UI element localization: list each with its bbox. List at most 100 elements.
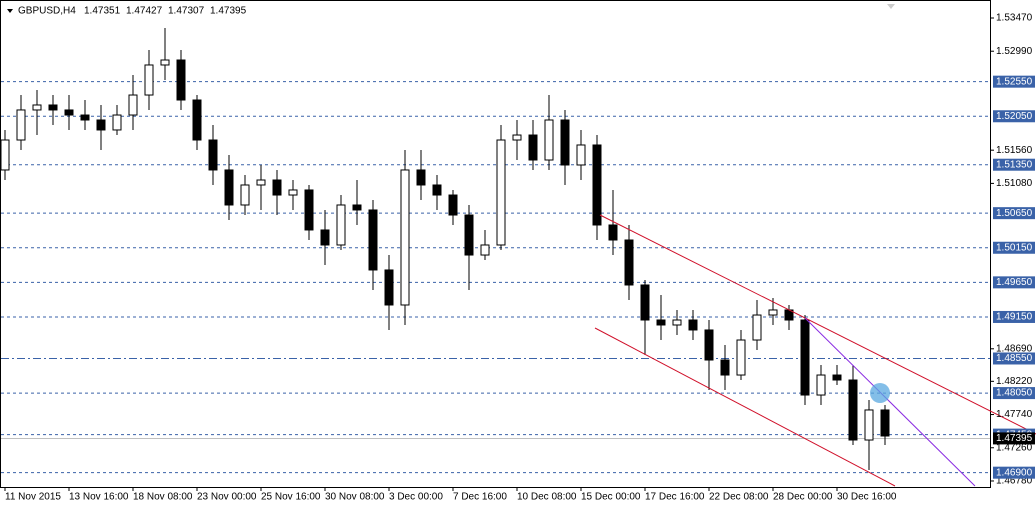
x-tick-label: 3 Dec 00:00 (389, 492, 443, 503)
y-tick-label: 1.52990 (996, 46, 1033, 57)
scroll-marker (887, 4, 895, 9)
level-box (993, 110, 1035, 123)
level-label: 1.52050 (996, 111, 1033, 122)
candle-body (272, 179, 282, 196)
level-label: 1.48050 (996, 388, 1033, 399)
candle-body (304, 189, 314, 231)
candle-body (544, 119, 554, 161)
level-label: 1.51350 (996, 159, 1033, 170)
candle-body (144, 64, 154, 96)
candle-body (160, 59, 170, 66)
candle-body (720, 359, 730, 376)
channel-lower (594, 327, 896, 487)
candle-body (704, 329, 714, 361)
x-tick-label: 15 Dec 00:00 (581, 492, 641, 503)
candle-body (192, 99, 202, 141)
level-box (993, 158, 1035, 171)
candle-body (384, 269, 394, 306)
candle-body (0, 139, 10, 171)
candle-body (32, 104, 42, 111)
candle-body (448, 194, 458, 216)
x-tick-label: 28 Dec 00:00 (773, 492, 833, 503)
header-open: 1.47351 (84, 6, 121, 17)
candle-body (128, 94, 138, 116)
level-label: 1.52550 (996, 76, 1033, 87)
candle-body (240, 184, 250, 206)
candle-body (16, 109, 26, 141)
x-tick-label: 25 Nov 16:00 (261, 492, 321, 503)
y-tick-label: 1.51080 (996, 178, 1033, 189)
candle-body (352, 204, 362, 211)
level-box (993, 276, 1035, 289)
candle-body (256, 179, 266, 186)
plot (0, 27, 990, 474)
y-tick-label: 1.48690 (996, 343, 1033, 354)
candle-body (208, 139, 218, 171)
level-box (993, 310, 1035, 323)
highlight-circle (870, 383, 890, 403)
level-box (993, 387, 1035, 400)
level-box (993, 207, 1035, 220)
candle-body (864, 409, 874, 441)
candle-body (832, 374, 842, 381)
level-box (993, 241, 1035, 254)
candle-body (560, 119, 570, 166)
level-box (993, 466, 1035, 479)
x-tick-label: 13 Nov 16:00 (69, 492, 129, 503)
candle-body (416, 169, 426, 186)
x-tick-label: 30 Nov 08:00 (325, 492, 385, 503)
x-tick-label: 18 Nov 08:00 (133, 492, 193, 503)
candle-body (432, 184, 442, 196)
candle-body (320, 229, 330, 246)
candle-body (64, 109, 74, 116)
y-tick-label: 1.53470 (996, 13, 1033, 24)
x-tick-label: 22 Dec 08:00 (709, 492, 769, 503)
candle-body (576, 144, 586, 166)
channel-upper (599, 214, 1036, 435)
header-low: 1.47307 (168, 6, 205, 17)
candle-body (480, 244, 490, 256)
candle-body (608, 224, 618, 241)
candle-body (176, 59, 186, 101)
last-price-label: 1.47395 (996, 433, 1033, 444)
candle-body (112, 114, 122, 131)
y-tick-label: 1.51560 (996, 145, 1033, 156)
candle-body (752, 314, 762, 341)
level-label: 1.49150 (996, 312, 1033, 323)
candle-body (592, 144, 602, 226)
header-close: 1.47395 (210, 6, 247, 17)
x-tick-label: 23 Nov 00:00 (197, 492, 257, 503)
candle-body (848, 379, 858, 441)
candle-body (224, 169, 234, 206)
candle-body (368, 209, 378, 271)
candle-body (688, 319, 698, 331)
x-tick-label: 17 Dec 16:00 (645, 492, 705, 503)
level-label: 1.50150 (996, 242, 1033, 253)
y-tick-label: 1.47260 (996, 442, 1033, 453)
header-high: 1.47427 (126, 6, 163, 17)
candle-body (800, 319, 810, 396)
candle-body (640, 284, 650, 321)
menu-arrow[interactable] (7, 9, 13, 13)
level-label: 1.46900 (996, 467, 1033, 478)
candle-body (528, 134, 538, 161)
candle-body (672, 319, 682, 326)
candle-body (880, 409, 890, 437)
level-box (993, 75, 1035, 88)
candle-body (288, 189, 298, 196)
symbol: GBPUSD,H4 (18, 6, 76, 17)
trend-line (804, 317, 976, 487)
candle-body (96, 119, 106, 131)
level-label: 1.50650 (996, 208, 1033, 219)
last-price-box (993, 432, 1035, 445)
x-tick-label: 11 Nov 2015 (5, 492, 61, 503)
y-tick-label: 1.46780 (996, 476, 1033, 487)
level-box (993, 352, 1035, 365)
candle-body (336, 204, 346, 246)
candle-body (512, 134, 522, 141)
candle-body (816, 374, 826, 396)
candle-body (768, 309, 778, 316)
candle-body (48, 104, 58, 111)
level-label: 1.48550 (996, 353, 1033, 364)
